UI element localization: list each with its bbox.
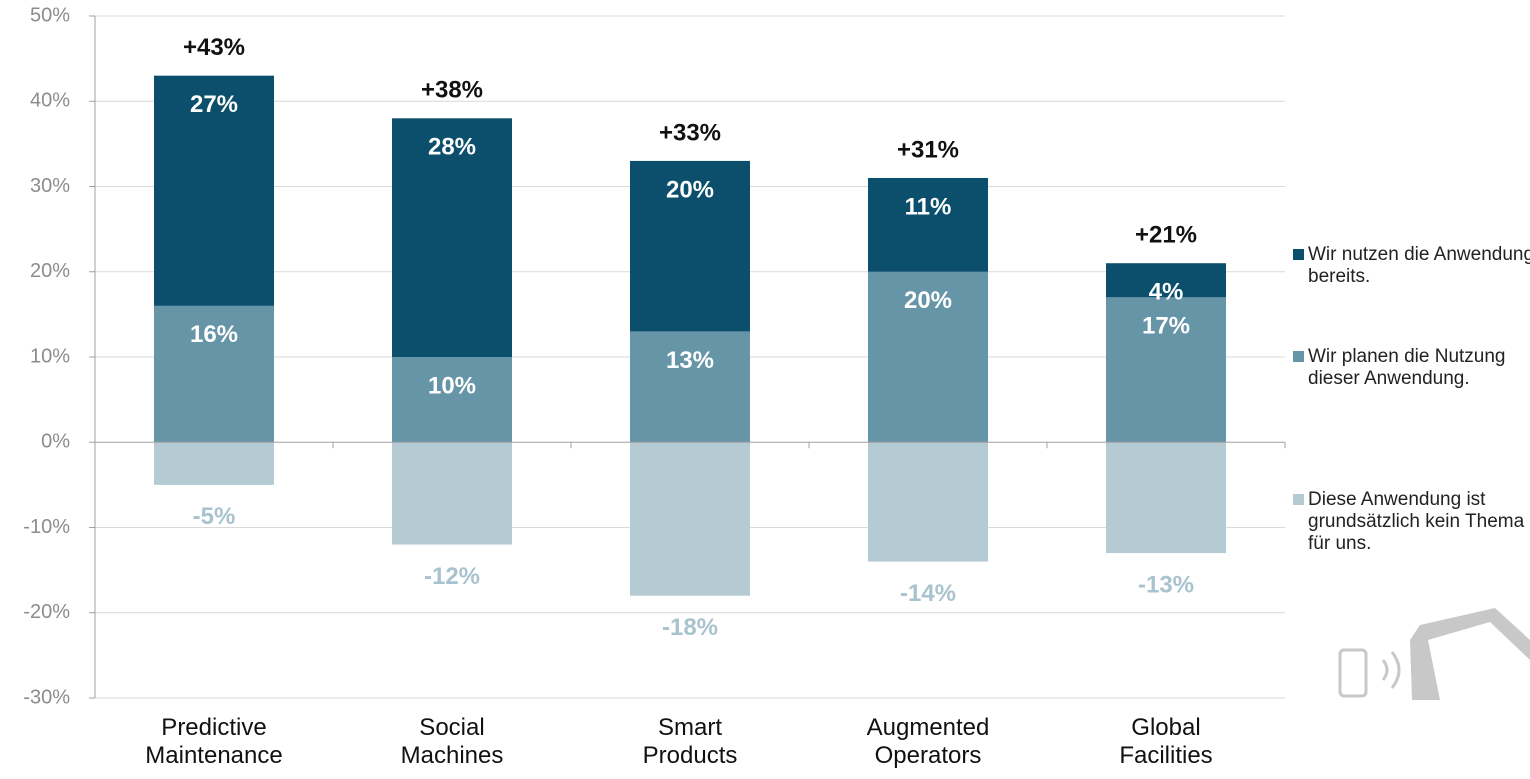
legend-swatch [1293, 494, 1304, 505]
data-label: -13% [1138, 571, 1194, 598]
legend-entry: Wir nutzen die Anwendung bereits. [1293, 244, 1530, 288]
data-label: -12% [424, 563, 480, 590]
total-label: +21% [1135, 222, 1197, 249]
total-label: +31% [897, 136, 959, 163]
y-tick-label: 0% [41, 431, 70, 453]
bar-segment [392, 118, 512, 357]
y-tick-label: -20% [23, 601, 70, 623]
x-tick-label: Global Facilities [1119, 714, 1213, 769]
legend-entry: Diese Anwendung ist grundsätzlich kein T… [1293, 489, 1530, 555]
robot-icon [1338, 608, 1530, 700]
data-label: 20% [666, 176, 714, 203]
total-label: +33% [659, 119, 721, 146]
bar-segment [630, 331, 750, 443]
data-label: 27% [190, 91, 238, 118]
y-tick-label: 50% [30, 4, 70, 26]
bar-segment [868, 442, 988, 562]
bar-segment [392, 357, 512, 443]
data-label: 10% [428, 372, 476, 399]
legend-entry: Wir planen die Nutzung dieser Anwendung. [1293, 346, 1530, 390]
bar-segment [1106, 297, 1226, 443]
data-label: 13% [666, 347, 714, 374]
legend-swatch [1293, 351, 1304, 362]
bar-segment [1106, 263, 1226, 298]
y-tick-label: 30% [30, 175, 70, 197]
bar-segment [630, 442, 750, 596]
data-label: -18% [662, 614, 718, 641]
data-label: -5% [193, 503, 236, 530]
data-label: 20% [904, 287, 952, 314]
bar-segment [154, 442, 274, 485]
legend-label: Wir planen die Nutzung dieser Anwendung. [1308, 346, 1506, 389]
x-tick-label: Social Machines [400, 714, 504, 769]
y-tick-label: 20% [30, 260, 70, 282]
bar-segment [630, 160, 750, 332]
data-label: 16% [190, 321, 238, 348]
legend-swatch [1293, 249, 1304, 260]
data-label: 17% [1142, 313, 1190, 340]
y-tick-label: -30% [23, 686, 70, 708]
bar-segment [868, 177, 988, 272]
bar-segment [1106, 442, 1226, 554]
data-label: 28% [428, 134, 476, 161]
data-label: 11% [905, 193, 952, 220]
total-label: +38% [421, 77, 483, 104]
y-tick-label: -10% [23, 516, 70, 538]
y-tick-label: 10% [30, 345, 70, 367]
x-tick-label: Predictive Maintenance [145, 714, 283, 769]
data-label: -14% [900, 580, 956, 607]
total-label: +43% [183, 34, 245, 61]
x-tick-label: Augmented Operators [866, 714, 990, 769]
legend-label: Wir nutzen die Anwendung bereits. [1308, 244, 1530, 287]
x-tick-label: Smart Products [642, 714, 738, 769]
y-tick-label: 40% [30, 90, 70, 112]
bar-segment [392, 442, 512, 545]
bar-segment [154, 75, 274, 306]
legend-label: Diese Anwendung ist grundsätzlich kein T… [1308, 489, 1525, 554]
data-label: 4% [1149, 279, 1184, 306]
bar-segment [154, 305, 274, 443]
bar-segment [868, 271, 988, 443]
